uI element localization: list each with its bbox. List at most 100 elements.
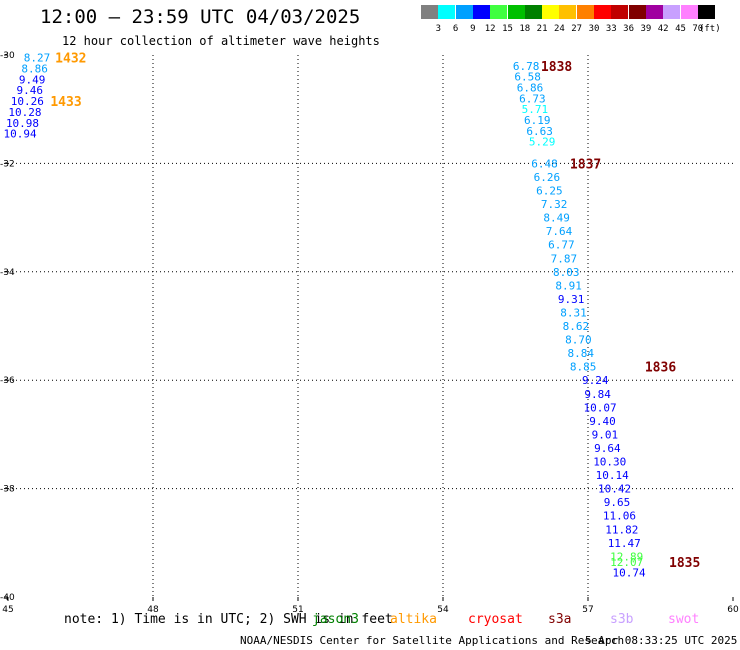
lon-tick-label: 45 <box>2 605 13 615</box>
wave-height-value: 9.46 <box>17 84 44 97</box>
wave-height-value: 8.70 <box>565 334 592 347</box>
legend-swatch <box>645 5 663 19</box>
wave-height-value: 12.07 <box>610 556 643 569</box>
color-legend: 3 6 9 12 15 18 21 24 27 30 33 36 39 42 45 70 (ft) <box>421 5 731 35</box>
satellite-label: s3a <box>548 612 572 627</box>
wave-height-value: 8.84 <box>568 347 595 360</box>
lon-tick-label: 57 <box>582 605 593 615</box>
wave-height-value: 7.64 <box>546 225 573 238</box>
wave-height-value: 6.26 <box>534 171 561 184</box>
lat-tick-label: -34 <box>0 268 15 278</box>
wave-height-value: 10.28 <box>8 106 41 119</box>
wave-height-value: 11.06 <box>603 510 636 523</box>
wave-height-value: 11.82 <box>605 523 638 536</box>
wave-height-value: 6.86 <box>517 82 544 95</box>
lon-tick-label: 48 <box>147 605 159 615</box>
legend-swatch <box>421 5 438 19</box>
wave-height-value: 10.30 <box>593 456 626 469</box>
wave-height-value: 6.78 <box>513 60 540 73</box>
lat-tick-label: -38 <box>0 485 15 495</box>
wave-height-value: 9.24 <box>582 374 609 387</box>
wave-height-value: 10.07 <box>584 401 617 414</box>
legend-swatch <box>576 5 594 19</box>
pass-time-label: 1838 <box>541 60 572 75</box>
wave-height-value: 12.89 <box>610 550 643 563</box>
wave-height-value: 9.31 <box>558 293 585 306</box>
wave-height-value: 8.91 <box>555 279 582 292</box>
pass-time-label: 1835 <box>669 556 700 571</box>
legend-label: 42 <box>657 24 669 34</box>
lon-tick-label: 51 <box>292 605 303 615</box>
lon-tick-label: 54 <box>437 605 449 615</box>
wave-height-value: 10.14 <box>596 469 629 482</box>
satellite-label: altika <box>390 612 437 627</box>
legend-label: 9 <box>470 24 476 34</box>
legend-swatch <box>559 5 577 19</box>
legend-swatch <box>628 5 646 19</box>
pass-time-label: 1432 <box>55 52 86 67</box>
wave-height-value: 9.84 <box>584 388 611 401</box>
legend-label: 18 <box>519 24 531 34</box>
satellite-label: s3b <box>610 612 634 627</box>
legend-swatch <box>680 5 698 19</box>
pass-time-label: 1836 <box>645 361 676 376</box>
lon-tick-label: 60 <box>727 605 739 615</box>
wave-height-value: 8.85 <box>570 361 597 374</box>
map-title: 12:00 – 23:59 UTC 04/03/2025 <box>40 6 361 28</box>
wave-height-value: 10.26 <box>11 95 44 108</box>
wave-height-value: 6.48 <box>531 157 558 170</box>
legend-swatch <box>594 5 611 19</box>
wave-height-value: 7.32 <box>541 198 568 211</box>
wave-height-value: 8.27 <box>24 52 51 65</box>
legend-swatch <box>490 5 508 19</box>
legend-label: 33 <box>605 24 617 34</box>
wave-height-value: 9.01 <box>592 428 619 441</box>
legend-label: 27 <box>571 24 583 34</box>
wave-height-value: 5.71 <box>522 103 549 116</box>
wave-height-value: 9.40 <box>589 415 616 428</box>
wave-height-value: 6.73 <box>519 92 546 105</box>
lat-tick-label: -30 <box>0 51 15 61</box>
wave-height-value: 8.31 <box>560 306 587 319</box>
wave-height-value: 6.77 <box>548 239 575 252</box>
lat-tick-label: -40 <box>0 593 15 603</box>
legend-label: 30 <box>588 24 600 34</box>
legend-label: 12 <box>484 24 496 34</box>
legend-label: 15 <box>502 24 513 34</box>
wave-height-value: 8.62 <box>563 320 590 333</box>
satellite-label: jason3 <box>312 612 359 627</box>
wave-height-value: 5.29 <box>529 136 556 149</box>
legend-swatch <box>455 5 473 19</box>
legend-swatch <box>524 5 542 19</box>
legend-label: 45 <box>675 24 686 34</box>
wave-height-value: 8.03 <box>553 266 580 279</box>
legend-label: 24 <box>553 24 565 34</box>
legend-label: 3 <box>435 24 442 34</box>
legend-label: 36 <box>623 24 635 34</box>
satellite-label: swot <box>668 612 700 627</box>
wave-height-value: 9.64 <box>594 442 621 455</box>
legend-swatch <box>697 5 715 19</box>
wave-height-value: 6.58 <box>514 71 541 84</box>
footer-organization: NOAA/NESDIS Center for Satellite Applica… <box>240 634 625 647</box>
wave-height-value: 10.98 <box>6 117 39 130</box>
pass-time-label: 1837 <box>570 157 601 172</box>
wave-height-value: 9.65 <box>604 496 631 509</box>
wave-height-value: 9.49 <box>19 73 46 86</box>
legend-swatch <box>611 5 629 19</box>
legend-unit: (ft) <box>698 24 721 34</box>
wave-height-value: 7.87 <box>551 252 578 265</box>
legend-swatch <box>438 5 456 19</box>
wave-height-value: 10.94 <box>4 128 37 141</box>
legend-swatch <box>472 5 490 19</box>
legend-label: 6 <box>452 24 459 34</box>
pass-time-label: 1433 <box>50 95 81 110</box>
wave-height-value: 8.86 <box>21 63 48 76</box>
footer-timestamp: 5 Apr 08:33:25 UTC 2025 <box>585 634 738 647</box>
footnote: note: 1) Time is in UTC; 2) SWH is in fe… <box>64 612 393 627</box>
legend-label: 39 <box>640 24 652 34</box>
legend-swatch <box>542 5 560 19</box>
wave-height-value: 6.25 <box>536 185 563 198</box>
satellite-label: cryosat <box>468 612 523 627</box>
